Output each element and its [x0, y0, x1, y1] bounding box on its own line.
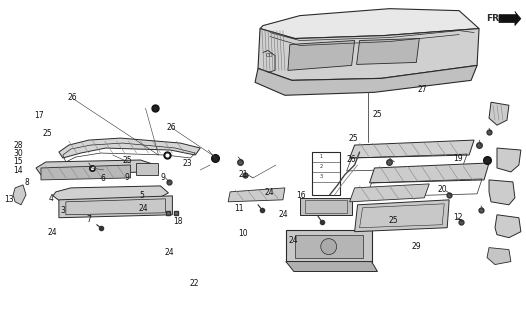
- Text: 18: 18: [174, 217, 183, 226]
- Text: 26: 26: [167, 123, 176, 132]
- Text: 20: 20: [437, 185, 447, 194]
- Circle shape: [321, 239, 337, 255]
- Text: 5: 5: [139, 190, 144, 200]
- Polygon shape: [286, 230, 371, 261]
- Text: OO: OO: [266, 53, 274, 59]
- Polygon shape: [370, 163, 489, 183]
- Polygon shape: [258, 28, 479, 80]
- Text: 8: 8: [25, 178, 29, 187]
- Text: 11: 11: [235, 204, 244, 213]
- Polygon shape: [499, 12, 521, 26]
- Polygon shape: [357, 38, 419, 64]
- Text: 13: 13: [4, 195, 14, 204]
- Text: 24: 24: [289, 236, 298, 245]
- Polygon shape: [255, 65, 477, 95]
- Polygon shape: [41, 165, 130, 180]
- Text: 27: 27: [418, 85, 428, 94]
- Text: 3: 3: [60, 206, 65, 215]
- Text: 23: 23: [182, 159, 192, 168]
- Polygon shape: [36, 160, 156, 175]
- Polygon shape: [13, 185, 26, 205]
- Polygon shape: [288, 41, 355, 70]
- Text: 14: 14: [13, 166, 23, 175]
- Text: 24: 24: [165, 248, 175, 257]
- Polygon shape: [350, 140, 474, 158]
- Text: 25: 25: [388, 216, 398, 225]
- Polygon shape: [355, 200, 449, 232]
- Text: 15: 15: [13, 157, 23, 166]
- Polygon shape: [53, 186, 168, 202]
- Polygon shape: [495, 215, 521, 238]
- Text: 25: 25: [372, 110, 382, 119]
- Polygon shape: [350, 184, 429, 202]
- Polygon shape: [59, 196, 173, 218]
- Text: 2: 2: [320, 164, 323, 169]
- Text: 26: 26: [346, 155, 356, 164]
- Text: 26: 26: [67, 93, 77, 102]
- Text: 17: 17: [34, 111, 44, 120]
- Text: 22: 22: [189, 279, 199, 288]
- Text: 9: 9: [124, 173, 129, 182]
- Text: 12: 12: [453, 213, 462, 222]
- Text: 24: 24: [48, 228, 57, 237]
- Text: 10: 10: [238, 229, 248, 238]
- Polygon shape: [487, 248, 511, 265]
- Text: 25: 25: [348, 134, 358, 143]
- Text: 3: 3: [320, 174, 323, 179]
- Text: 7: 7: [87, 215, 92, 224]
- Polygon shape: [286, 261, 378, 271]
- Text: 25: 25: [122, 156, 132, 164]
- Text: 1: 1: [320, 154, 323, 159]
- Text: 29: 29: [411, 242, 421, 251]
- Text: 30: 30: [13, 149, 23, 158]
- Polygon shape: [228, 188, 285, 202]
- Polygon shape: [59, 138, 200, 158]
- Text: 21: 21: [238, 170, 248, 179]
- Polygon shape: [136, 163, 158, 175]
- Polygon shape: [300, 198, 351, 215]
- Text: 28: 28: [13, 141, 23, 150]
- Text: 4: 4: [48, 194, 53, 204]
- Polygon shape: [295, 235, 362, 258]
- Text: 24: 24: [265, 188, 274, 197]
- Text: 6: 6: [101, 174, 106, 183]
- Polygon shape: [489, 102, 509, 125]
- Text: 24: 24: [278, 210, 288, 219]
- Polygon shape: [260, 9, 479, 38]
- Text: 19: 19: [453, 154, 463, 163]
- Text: FR.: FR.: [486, 14, 502, 23]
- Text: 9: 9: [160, 173, 165, 182]
- Text: 25: 25: [43, 129, 52, 138]
- Text: 24: 24: [139, 204, 148, 213]
- Polygon shape: [497, 148, 521, 172]
- Polygon shape: [489, 180, 515, 205]
- Text: 16: 16: [296, 191, 306, 200]
